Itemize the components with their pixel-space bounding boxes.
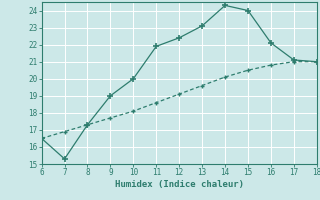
X-axis label: Humidex (Indice chaleur): Humidex (Indice chaleur)	[115, 180, 244, 189]
